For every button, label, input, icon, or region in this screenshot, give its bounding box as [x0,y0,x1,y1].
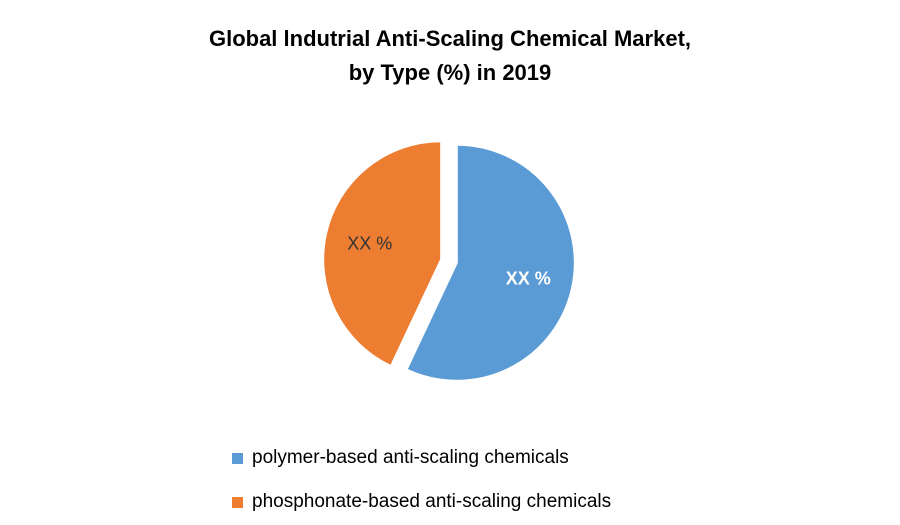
pie-slice-phosphonate [322,140,443,368]
legend-item-polymer: polymer-based anti-scaling chemicals [232,436,611,480]
chart-title-line-1: Global lndutrial Anti-Scaling Chemical M… [208,26,692,51]
legend: polymer-based anti-scaling chemicals pho… [232,436,611,524]
pie-label-phosphonate: XX % [347,233,392,253]
legend-swatch-phosphonate [232,496,243,508]
legend-item-phosphonate: phosphonate-based anti-scaling chemicals [232,480,611,524]
legend-swatch-polymer [232,452,243,464]
pie-label-polymer: XX % [506,269,551,289]
legend-label-phosphonate: phosphonate-based anti-scaling chemicals [252,491,612,512]
legend-label-polymer: polymer-based anti-scaling chemicals [252,447,569,468]
chart-title-line-2: by Type (%) in 2019 [348,60,552,85]
chart-title: Global lndutrial Anti-Scaling Chemical M… [0,22,900,90]
pie-slice-polymer [405,143,576,382]
